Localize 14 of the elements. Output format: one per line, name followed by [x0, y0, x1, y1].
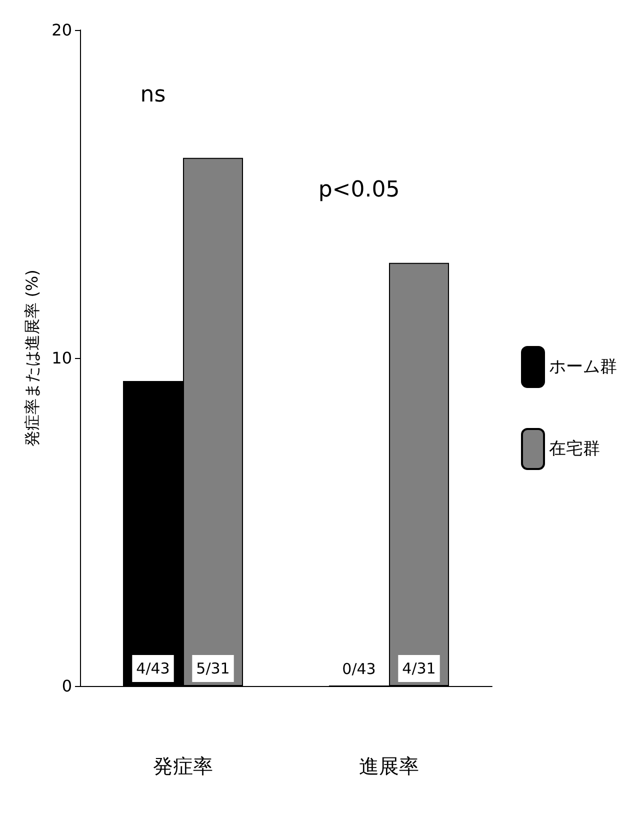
y-tick-label: 10: [52, 348, 72, 368]
y-axis-title: 発症率または進展率 (%): [22, 270, 42, 446]
legend-label: ホーム群: [549, 357, 617, 377]
data-label: 4/31: [402, 660, 436, 678]
annotation: ns: [140, 82, 166, 108]
legend-label: 在宅群: [549, 439, 600, 459]
x-tick-label: 発症率: [153, 754, 213, 778]
data-label: 5/31: [196, 660, 230, 678]
y-tick-label: 0: [62, 676, 72, 696]
x-tick-label: 進展率: [359, 754, 419, 778]
y-tick-label: 20: [52, 20, 72, 40]
data-label: 4/43: [136, 660, 170, 678]
data-label: 0/43: [342, 660, 376, 678]
annotation: p<0.05: [318, 178, 400, 202]
